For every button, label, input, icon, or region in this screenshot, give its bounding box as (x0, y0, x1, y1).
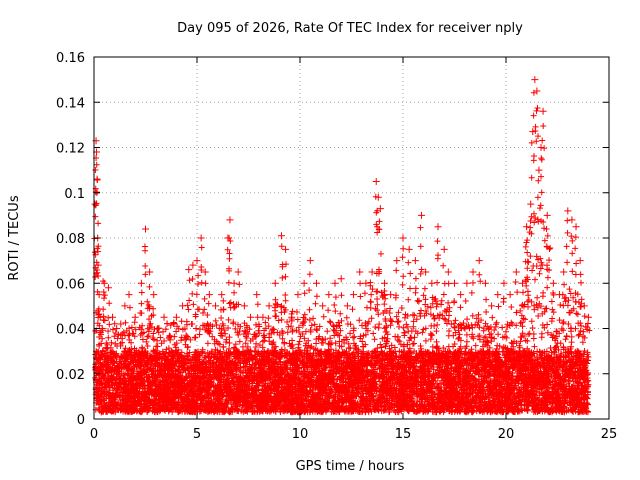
data-point (541, 324, 548, 331)
data-point (539, 322, 546, 329)
data-point (371, 336, 378, 343)
data-point (193, 325, 200, 332)
data-point (296, 338, 303, 345)
data-point (204, 340, 211, 347)
data-point (261, 337, 268, 344)
data-point (367, 279, 374, 286)
data-point (144, 333, 151, 340)
data-point (398, 305, 405, 312)
data-point (377, 341, 384, 348)
data-point (472, 342, 479, 349)
data-point (528, 213, 535, 220)
data-point (308, 322, 315, 329)
data-point (259, 338, 266, 345)
data-point (541, 237, 548, 244)
data-point (544, 329, 551, 336)
data-point (433, 338, 440, 345)
data-point (438, 297, 445, 304)
data-point (524, 249, 531, 256)
data-point (491, 327, 498, 334)
data-point (525, 259, 532, 266)
data-point (187, 336, 194, 343)
data-point (401, 329, 408, 336)
data-point (226, 300, 233, 307)
data-point (427, 311, 434, 318)
data-point (544, 321, 551, 328)
data-point (368, 315, 375, 322)
data-point (393, 313, 400, 320)
data-point (324, 328, 331, 335)
data-point (126, 331, 133, 338)
data-point (540, 289, 547, 296)
data-point (531, 343, 538, 350)
data-point (568, 333, 575, 340)
data-point (532, 276, 539, 283)
data-point (517, 320, 524, 327)
data-point (519, 323, 526, 330)
data-point (311, 321, 318, 328)
data-point (375, 324, 382, 331)
data-point (534, 294, 541, 301)
data-point (577, 322, 584, 329)
data-point (429, 343, 436, 350)
data-point (374, 296, 381, 303)
chart-title: Day 095 of 2026, Rate Of TEC Index for r… (177, 21, 523, 36)
data-point (419, 329, 426, 336)
data-point (105, 334, 112, 341)
data-point (336, 332, 343, 339)
data-point (284, 319, 291, 326)
data-point (227, 299, 234, 306)
data-point (434, 321, 441, 328)
data-point (527, 224, 534, 231)
data-point (349, 334, 356, 341)
data-point (431, 315, 438, 322)
scatter-dense-band (92, 210, 592, 416)
data-point (372, 323, 379, 330)
data-point (574, 311, 581, 318)
data-point (275, 317, 282, 324)
data-point (164, 320, 171, 327)
data-point (144, 343, 151, 350)
data-point (106, 321, 113, 328)
data-point (417, 342, 424, 349)
data-point (566, 286, 573, 293)
data-point (139, 336, 146, 343)
data-point (278, 316, 285, 323)
data-point (526, 330, 533, 337)
